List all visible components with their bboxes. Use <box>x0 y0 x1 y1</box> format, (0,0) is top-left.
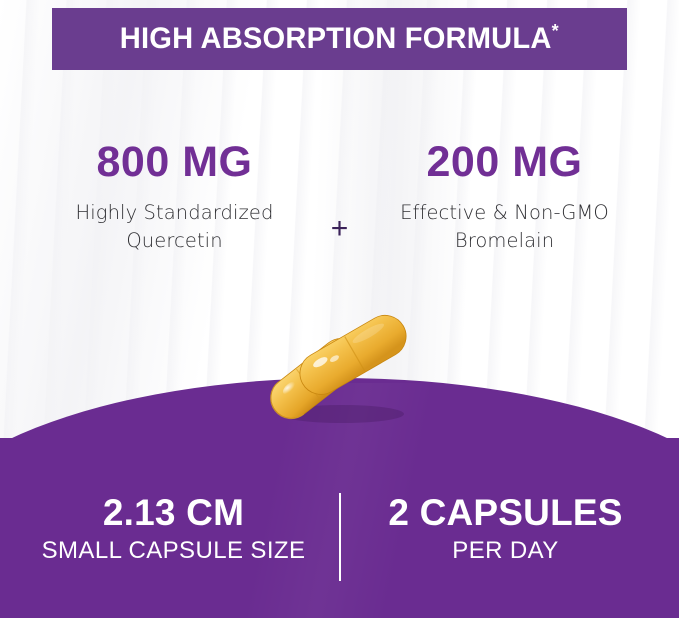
stats-row: 2.13 CM SMALL CAPSULE SIZE 2 CAPSULES PE… <box>0 492 679 592</box>
quercetin-amount: 800 MG <box>96 138 253 186</box>
daily-dose-label: PER DAY <box>452 537 559 565</box>
title-asterisk: * <box>551 20 559 41</box>
page-title: HIGH ABSORPTION FORMULA* <box>119 20 559 56</box>
header-banner: HIGH ABSORPTION FORMULA* <box>52 8 627 70</box>
plus-icon: + <box>330 212 349 245</box>
stat-daily-dose: 2 CAPSULES PER DAY <box>341 492 671 566</box>
capsule-size-label: SMALL CAPSULE SIZE <box>41 537 306 565</box>
capsule-back <box>299 314 407 395</box>
capsule-shadow <box>280 405 404 423</box>
capsule-size-value: 2.13 CM <box>102 492 245 533</box>
daily-dose-value: 2 CAPSULES <box>388 492 623 533</box>
bromelain-description-line1: Effective & Non-GMO <box>400 201 609 225</box>
capsule-image <box>246 296 436 426</box>
bromelain-description: Effective & Non-GMO Bromelain <box>360 199 650 254</box>
stats-divider <box>338 493 341 581</box>
quercetin-description-line2: Quercetin <box>126 228 223 252</box>
ingredient-row: 800 MG Highly Standardized Quercetin + 2… <box>0 138 679 270</box>
page-title-text: HIGH ABSORPTION FORMULA <box>119 22 552 55</box>
stat-capsule-size: 2.13 CM SMALL CAPSULE SIZE <box>9 492 339 566</box>
bromelain-amount: 200 MG <box>426 138 583 186</box>
quercetin-description-line1: Highly Standardized <box>75 201 274 225</box>
quercetin-description: Highly Standardized Quercetin <box>30 199 320 254</box>
ingredient-bromelain: 200 MG Effective & Non-GMO Bromelain <box>360 138 650 255</box>
ingredient-quercetin: 800 MG Highly Standardized Quercetin <box>30 138 320 255</box>
bromelain-description-line2: Bromelain <box>454 228 555 252</box>
capsule-illustration <box>270 314 407 423</box>
